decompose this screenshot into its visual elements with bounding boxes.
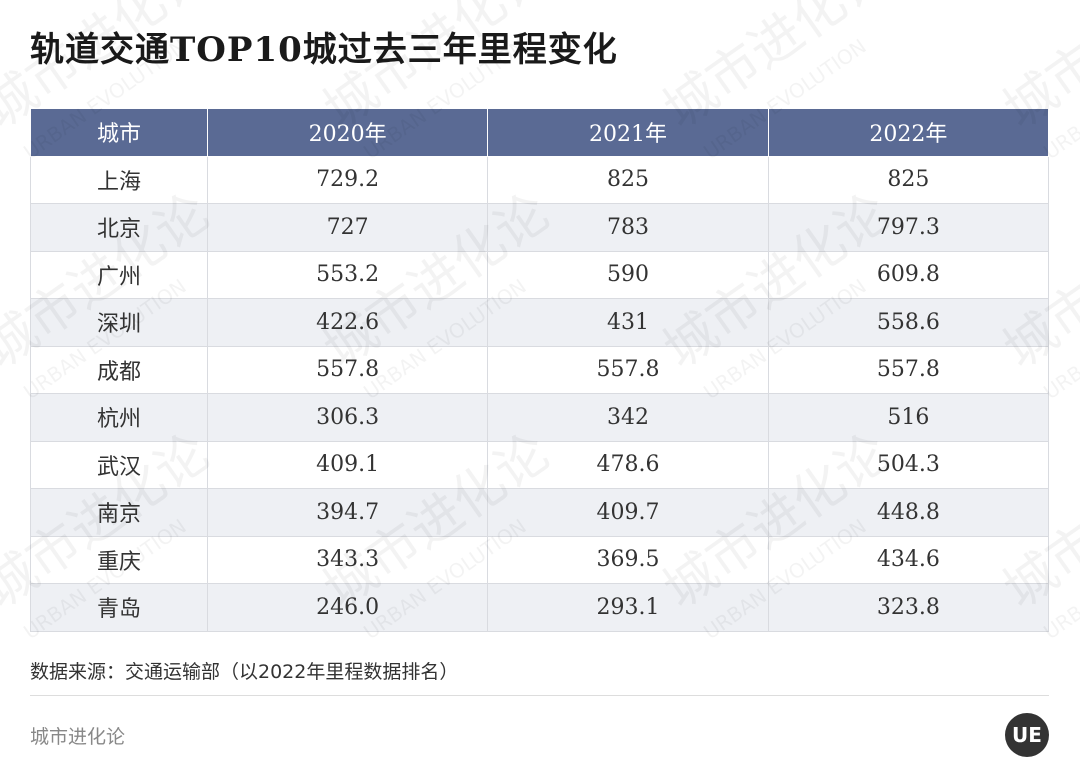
city-cell: 南京 [30,488,208,537]
column-header: 2021年 [487,108,769,157]
table-row: 南京 394.7 409.7 448.8 [30,488,1050,537]
city-cell: 成都 [30,345,208,394]
value-cell: 553.2 [206,250,489,299]
table-row: 杭州 306.3 342 516 [30,393,1050,442]
column-header: 城市 [30,108,208,157]
value-cell: 557.8 [206,345,489,394]
title: 轨道交通TOP10城过去三年里程变化 [30,30,618,70]
value-cell: 478.6 [487,440,769,489]
data-table: 城市 2020年 2021年 2022年 上海 729.2 825 825 北京 727 783 7… [30,108,1050,632]
value-cell: 825 [767,155,1050,204]
value-cell: 434.6 [767,535,1050,584]
city-cell: 上海 [30,155,208,204]
table-row: 武汉 409.1 478.6 504.3 [30,440,1050,489]
city-cell: 重庆 [30,535,208,584]
value-cell: 342 [487,393,769,442]
value-cell: 394.7 [206,488,489,537]
value-cell: 783 [487,203,769,252]
source-note: 数据来源：交通运输部（以2022年里程数据排名） [30,661,459,683]
brand: 城市进化论 [30,726,126,748]
divider [30,695,1049,696]
value-cell: 609.8 [767,250,1050,299]
value-cell: 797.3 [767,203,1050,252]
city-cell: 青岛 [30,583,208,632]
city-cell: 深圳 [30,298,208,347]
value-cell: 409.1 [206,440,489,489]
city-cell: 杭州 [30,393,208,442]
value-cell: 422.6 [206,298,489,347]
city-cell: 北京 [30,203,208,252]
table-row: 上海 729.2 825 825 [30,155,1050,204]
city-cell: 广州 [30,250,208,299]
logo: UE [1005,713,1049,757]
value-cell: 557.8 [767,345,1050,394]
value-cell: 246.0 [206,583,489,632]
value-cell: 729.2 [206,155,489,204]
value-cell: 727 [206,203,489,252]
table-row: 成都 557.8 557.8 557.8 [30,345,1050,394]
value-cell: 343.3 [206,535,489,584]
value-cell: 825 [487,155,769,204]
table-row: 青岛 246.0 293.1 323.8 [30,583,1050,632]
table-row: 广州 553.2 590 609.8 [30,250,1050,299]
table-row: 北京 727 783 797.3 [30,203,1050,252]
header-row: 城市 2020年 2021年 2022年 [30,108,1050,157]
value-cell: 293.1 [487,583,769,632]
table-row: 重庆 343.3 369.5 434.6 [30,535,1050,584]
value-cell: 590 [487,250,769,299]
value-cell: 557.8 [487,345,769,394]
value-cell: 558.6 [767,298,1050,347]
column-header: 2020年 [206,108,489,157]
value-cell: 448.8 [767,488,1050,537]
value-cell: 431 [487,298,769,347]
column-header: 2022年 [767,108,1050,157]
city-cell: 武汉 [30,440,208,489]
value-cell: 323.8 [767,583,1050,632]
table-body: 上海 729.2 825 825 北京 727 783 797.3 广州 553.2 590 609.… [30,155,1050,632]
value-cell: 504.3 [767,440,1050,489]
table-row: 深圳 422.6 431 558.6 [30,298,1050,347]
value-cell: 369.5 [487,535,769,584]
value-cell: 516 [767,393,1050,442]
value-cell: 306.3 [206,393,489,442]
value-cell: 409.7 [487,488,769,537]
